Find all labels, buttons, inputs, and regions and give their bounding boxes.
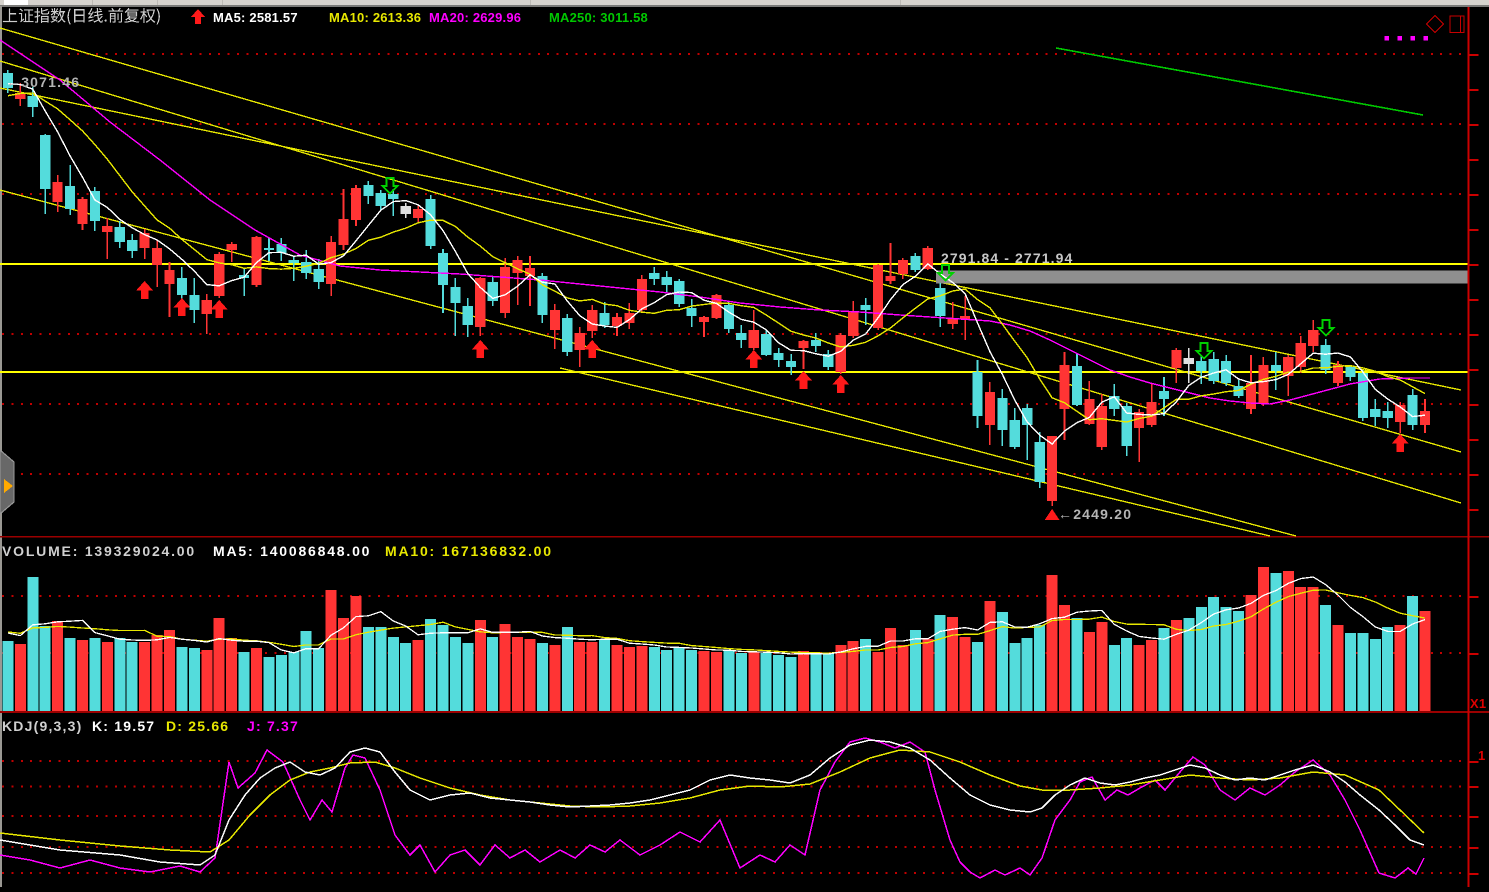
svg-text:MA10: 2613.36: MA10: 2613.36 <box>329 10 421 25</box>
svg-text:X1: X1 <box>1470 696 1486 711</box>
svg-text:KDJ(9,3,3): KDJ(9,3,3) <box>2 718 82 734</box>
svg-text:J: 7.37: J: 7.37 <box>247 718 299 734</box>
svg-text:1: 1 <box>1478 748 1485 763</box>
svg-text:MA5: 2581.57: MA5: 2581.57 <box>213 10 298 25</box>
svg-text:2791.84 - 2771.94: 2791.84 - 2771.94 <box>941 250 1073 266</box>
svg-text:D: 25.66: D: 25.66 <box>166 718 229 734</box>
svg-text:VOLUME: 139329024.00: VOLUME: 139329024.00 <box>2 543 196 559</box>
svg-text:←3071.46: ←3071.46 <box>6 74 80 90</box>
svg-text:MA5: 140086848.00: MA5: 140086848.00 <box>213 543 371 559</box>
svg-text:K: 19.57: K: 19.57 <box>92 718 155 734</box>
svg-text:←2449.20: ←2449.20 <box>1058 506 1132 522</box>
svg-text:MA10: 167136832.00: MA10: 167136832.00 <box>385 543 553 559</box>
svg-text:MA20: 2629.96: MA20: 2629.96 <box>429 10 521 25</box>
svg-text:MA250: 3011.58: MA250: 3011.58 <box>549 10 648 25</box>
